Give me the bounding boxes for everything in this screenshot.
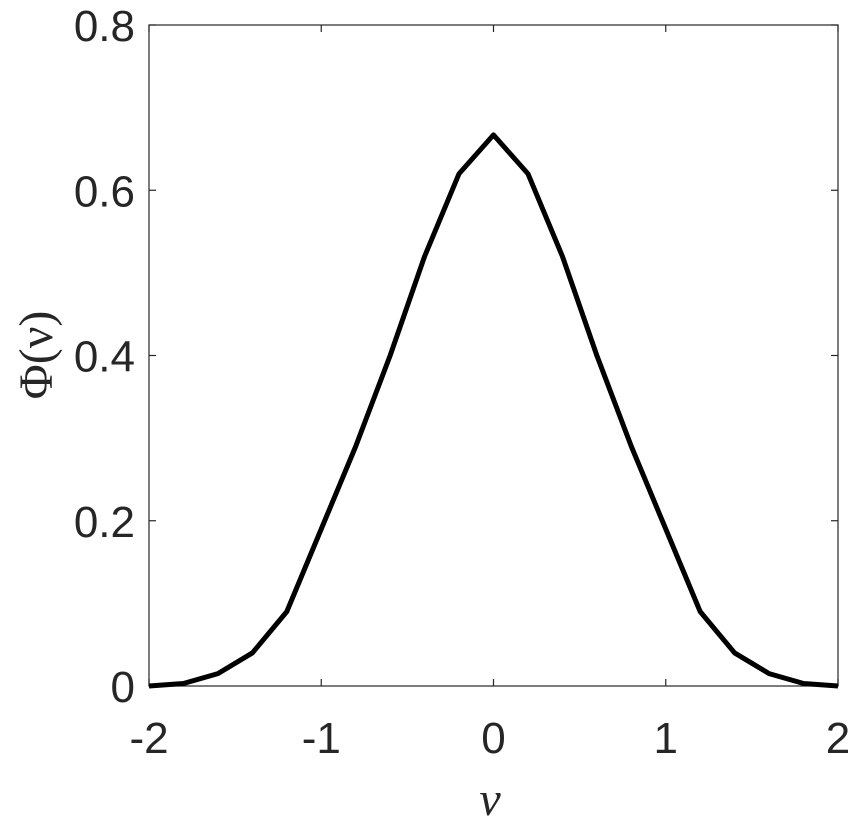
y-tick-label: 0 xyxy=(111,663,135,712)
y-tick-label: 0.6 xyxy=(74,167,135,216)
y-tick-label: 0.8 xyxy=(74,2,135,51)
plot-frame xyxy=(148,24,839,687)
data-line xyxy=(148,132,839,689)
x-tick-label: -2 xyxy=(129,714,168,763)
y-axis-label: Φ(ν) xyxy=(10,311,63,400)
x-tick-label: 0 xyxy=(481,714,505,763)
y-tick-label: 0.4 xyxy=(74,333,135,382)
x-tick-label: 2 xyxy=(826,714,850,763)
x-axis-label: ν xyxy=(479,773,501,822)
x-tick-label: 1 xyxy=(654,714,678,763)
x-tick-label: -1 xyxy=(302,714,341,763)
y-tick-label: 0.2 xyxy=(74,498,135,547)
